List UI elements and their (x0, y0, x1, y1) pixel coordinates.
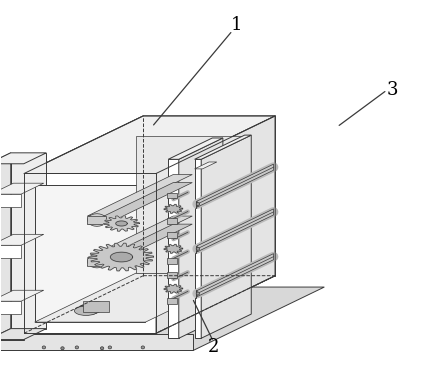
Circle shape (141, 346, 144, 349)
Polygon shape (0, 153, 11, 339)
Bar (167, 232, 177, 238)
Circle shape (196, 292, 199, 295)
Polygon shape (0, 245, 21, 258)
Polygon shape (104, 216, 139, 231)
Polygon shape (115, 221, 127, 226)
Polygon shape (0, 234, 43, 245)
Polygon shape (0, 194, 21, 207)
Polygon shape (201, 135, 250, 338)
Polygon shape (164, 204, 182, 213)
Polygon shape (197, 209, 273, 252)
Bar (167, 298, 177, 304)
Polygon shape (35, 273, 246, 322)
Text: 1: 1 (230, 16, 242, 34)
Polygon shape (197, 164, 273, 207)
Polygon shape (87, 182, 192, 224)
Bar (167, 218, 177, 224)
Circle shape (100, 347, 104, 350)
Polygon shape (87, 257, 106, 266)
Polygon shape (0, 329, 46, 339)
Polygon shape (0, 290, 43, 301)
Polygon shape (197, 254, 273, 297)
Polygon shape (11, 153, 46, 329)
Ellipse shape (78, 305, 101, 314)
Polygon shape (155, 116, 275, 333)
Bar (167, 258, 177, 264)
Polygon shape (87, 224, 192, 266)
Bar (167, 192, 177, 198)
Ellipse shape (84, 302, 107, 311)
Polygon shape (89, 243, 153, 271)
Polygon shape (194, 135, 250, 159)
Ellipse shape (79, 304, 103, 313)
Bar (167, 272, 177, 278)
Ellipse shape (83, 303, 106, 312)
Polygon shape (87, 216, 106, 224)
Text: 2: 2 (207, 338, 219, 356)
Polygon shape (168, 159, 178, 338)
Ellipse shape (76, 305, 99, 315)
Polygon shape (143, 116, 275, 276)
Polygon shape (110, 252, 132, 262)
Polygon shape (178, 138, 222, 338)
Polygon shape (0, 335, 193, 350)
Polygon shape (0, 183, 43, 194)
Text: 3: 3 (386, 81, 397, 99)
Polygon shape (194, 162, 216, 169)
Polygon shape (87, 255, 106, 268)
Polygon shape (0, 301, 21, 314)
Circle shape (60, 347, 64, 350)
Polygon shape (24, 276, 275, 333)
Ellipse shape (74, 306, 98, 316)
Polygon shape (164, 284, 182, 293)
Polygon shape (83, 301, 109, 312)
Polygon shape (194, 159, 201, 338)
Circle shape (196, 203, 199, 206)
Polygon shape (24, 173, 155, 333)
Circle shape (75, 346, 78, 349)
Polygon shape (0, 153, 46, 164)
Ellipse shape (81, 303, 104, 313)
Polygon shape (87, 214, 106, 226)
Circle shape (42, 346, 46, 349)
Polygon shape (0, 164, 24, 339)
Circle shape (108, 346, 111, 349)
Polygon shape (87, 216, 192, 257)
Polygon shape (24, 116, 275, 173)
Polygon shape (164, 244, 182, 253)
Polygon shape (35, 185, 145, 322)
Polygon shape (24, 116, 143, 333)
Polygon shape (0, 287, 324, 350)
Circle shape (196, 247, 199, 250)
Polygon shape (87, 175, 192, 216)
Polygon shape (135, 136, 246, 273)
Polygon shape (168, 138, 222, 159)
